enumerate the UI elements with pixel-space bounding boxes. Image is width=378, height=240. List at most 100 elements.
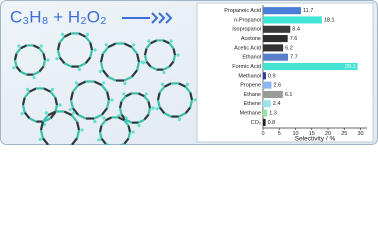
bond	[118, 107, 123, 115]
bond	[42, 114, 50, 123]
value-label: 29.1	[345, 64, 356, 70]
bond	[93, 113, 103, 120]
bond	[130, 69, 138, 78]
atom	[160, 82, 165, 86]
bond	[13, 53, 18, 61]
atom	[68, 107, 72, 112]
atom	[131, 130, 135, 134]
bond	[89, 42, 94, 51]
y-tick-label: Propanoic Acid	[224, 8, 261, 14]
bond	[156, 99, 161, 108]
bond	[168, 60, 175, 68]
atom	[20, 112, 24, 116]
bond	[76, 129, 81, 139]
atom	[176, 53, 180, 57]
bond	[28, 87, 37, 93]
atom	[102, 116, 106, 120]
bond	[178, 82, 187, 88]
x-tick-label: 10	[292, 131, 298, 137]
bar	[263, 118, 266, 126]
bond	[58, 56, 66, 64]
bond	[63, 110, 73, 117]
atom	[55, 57, 59, 61]
bond	[49, 111, 57, 119]
atom	[193, 98, 197, 102]
y-tick-label: Formic Acid	[232, 64, 261, 70]
value-label: 1.3	[269, 110, 277, 116]
atom	[77, 67, 82, 72]
bond	[23, 91, 31, 99]
bond	[120, 95, 127, 103]
atom	[44, 111, 48, 115]
bond	[145, 42, 152, 50]
atom	[104, 43, 108, 47]
atom	[17, 44, 21, 48]
bond	[117, 116, 125, 122]
bar	[263, 44, 284, 52]
bond	[163, 112, 172, 118]
bond	[72, 84, 80, 93]
atom	[38, 137, 42, 142]
x-tick-label: 15	[309, 131, 315, 137]
bond	[20, 70, 28, 76]
bond	[123, 137, 130, 145]
atom	[151, 106, 155, 110]
atom	[25, 87, 30, 91]
bond	[70, 137, 78, 146]
bond	[99, 53, 104, 63]
bar	[263, 25, 291, 33]
bond	[28, 117, 37, 123]
x-tick-label: 20	[325, 131, 331, 137]
bond	[147, 101, 152, 109]
bond	[78, 32, 87, 38]
bond	[127, 125, 132, 133]
bond	[100, 137, 107, 145]
bond	[32, 44, 40, 50]
bond	[47, 110, 57, 117]
bond	[39, 121, 44, 131]
bond	[100, 107, 108, 116]
bond	[130, 46, 138, 55]
atom	[58, 103, 62, 107]
bond	[56, 42, 61, 51]
bond	[99, 61, 104, 71]
y-tick-label: Methane	[240, 110, 261, 116]
atom	[42, 122, 47, 127]
bond	[136, 61, 141, 71]
bond	[102, 46, 110, 55]
atom	[80, 128, 84, 132]
atom	[147, 39, 151, 43]
bond	[178, 112, 187, 118]
bar	[263, 7, 302, 15]
atom	[169, 39, 173, 43]
bond	[70, 114, 78, 123]
atom	[110, 98, 114, 102]
bond	[38, 47, 45, 55]
bond	[158, 106, 166, 114]
bond	[143, 48, 148, 56]
bar	[263, 72, 266, 80]
bond	[89, 49, 94, 58]
bond	[42, 59, 47, 67]
bond	[172, 54, 177, 62]
value-label: 2.6	[273, 83, 281, 89]
bar	[263, 62, 358, 71]
bar	[263, 16, 322, 24]
value-label: 8.4	[292, 27, 300, 33]
bond	[39, 129, 44, 139]
x-tick-label: 5	[278, 131, 281, 137]
bond	[84, 56, 92, 64]
graphical-abstract: C₃H₈ + H₂O₂ Selectivity / % 0 5 10 15 20 25 30…	[0, 0, 378, 154]
atom	[142, 61, 146, 65]
y-tick-label: Ethanol	[242, 55, 261, 61]
value-label: 11.7	[303, 8, 313, 14]
page: {"reaction": "C₃H₈ + H₂O₂", "chart_data"…	[0, 0, 378, 154]
y-tick-label: Ethane	[244, 92, 261, 98]
bar	[263, 35, 288, 43]
bond	[189, 92, 194, 101]
atom	[72, 111, 76, 115]
bond	[123, 75, 133, 82]
bond	[107, 42, 117, 49]
bond	[150, 65, 158, 71]
y-tick-label: Methanol	[238, 73, 261, 79]
